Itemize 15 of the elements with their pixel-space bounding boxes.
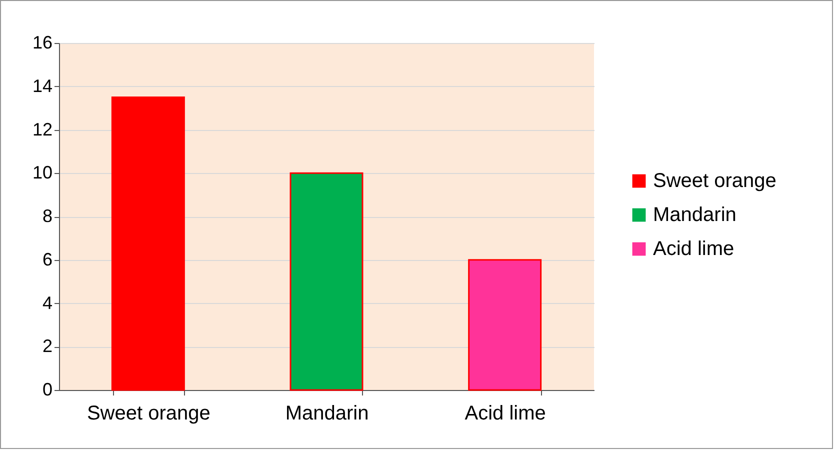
y-tick-label: 12 — [32, 119, 52, 140]
x-tick-label: Mandarin — [285, 402, 369, 424]
y-tick-label: 16 — [32, 32, 52, 52]
y-tick-label: 10 — [32, 162, 52, 183]
y-tick-label: 2 — [42, 336, 52, 356]
x-tick-label: Acid lime — [464, 402, 546, 424]
y-tick-label: 14 — [32, 76, 52, 96]
legend-label: Sweet orange — [653, 170, 776, 192]
y-tick-label: 8 — [42, 206, 52, 226]
y-tick-label: 6 — [42, 249, 52, 270]
y-tick-label: 0 — [42, 380, 52, 400]
legend-label: Acid lime — [653, 238, 734, 260]
x-tick-label: Sweet orange — [86, 402, 210, 424]
y-tick-label: 4 — [42, 292, 52, 313]
legend-label: Mandarin — [653, 204, 736, 226]
